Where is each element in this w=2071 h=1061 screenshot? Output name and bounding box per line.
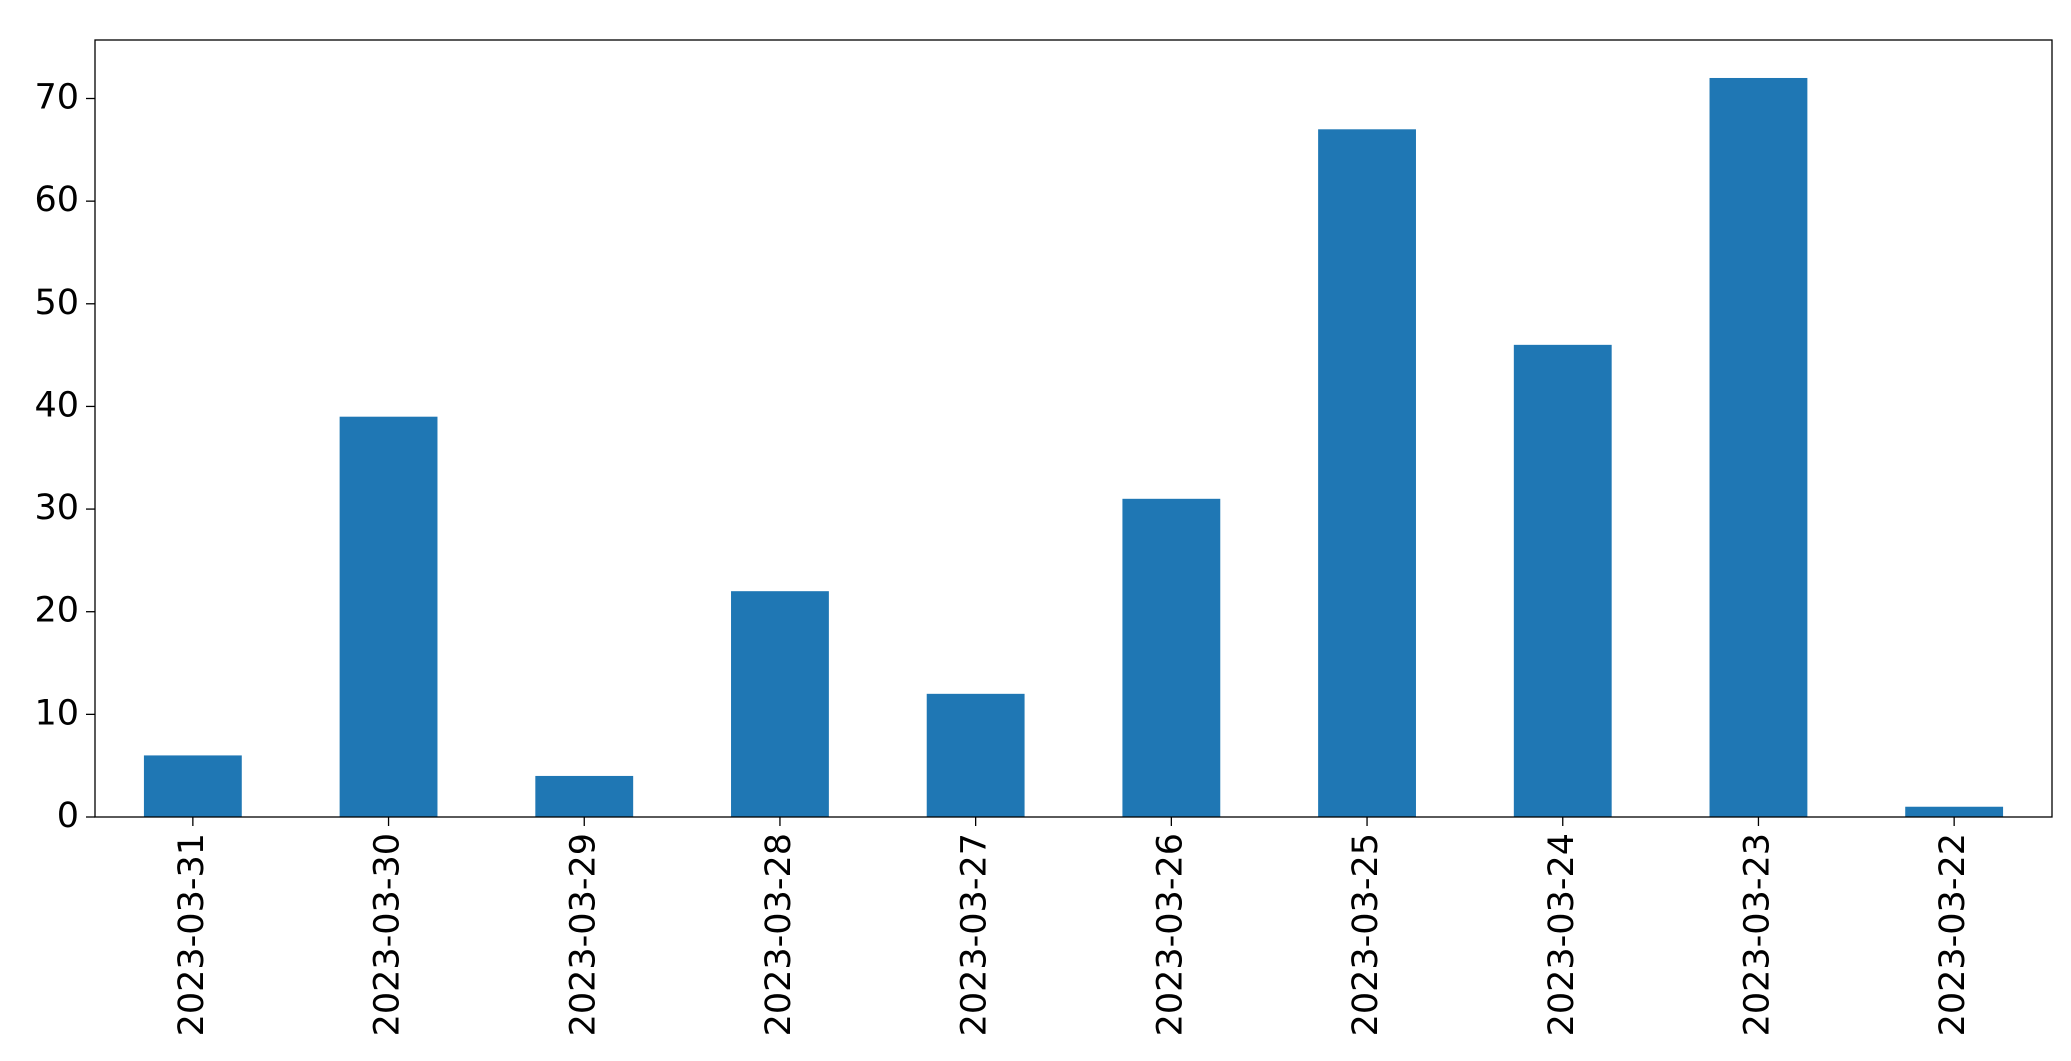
x-tick-label: 2023-03-23 (1737, 833, 1777, 1036)
x-tick-label: 2023-03-29 (563, 833, 603, 1036)
x-tick-label: 2023-03-24 (1542, 833, 1582, 1036)
y-tick-label: 40 (34, 385, 79, 425)
x-tick-label: 2023-03-25 (1346, 833, 1386, 1036)
y-tick-label: 30 (34, 488, 79, 528)
y-tick-label: 70 (34, 78, 79, 118)
bar (1709, 77, 1808, 818)
x-tick-label: 2023-03-30 (368, 833, 408, 1036)
y-tick-label: 10 (34, 693, 79, 733)
bar (1513, 344, 1612, 817)
y-tick-label: 50 (34, 283, 79, 323)
x-tick-label: 2023-03-28 (759, 833, 799, 1036)
y-tick-label: 0 (57, 796, 79, 836)
y-tick-label: 60 (34, 180, 79, 220)
bar (731, 591, 829, 817)
bar (1318, 129, 1416, 817)
bar (1905, 806, 2004, 817)
bar (143, 755, 242, 817)
plot-area (143, 77, 2004, 818)
y-tick-label: 20 (34, 591, 79, 631)
x-tick-label: 2023-03-27 (955, 833, 995, 1036)
bar (339, 416, 438, 817)
bar (1122, 498, 1221, 817)
bar (926, 693, 1025, 817)
x-tick-label: 2023-03-22 (1933, 833, 1973, 1036)
bar (535, 775, 634, 817)
x-tick-label: 2023-03-26 (1150, 833, 1190, 1036)
x-tick-label: 2023-03-31 (172, 833, 212, 1036)
axes-frame (94, 39, 2053, 818)
